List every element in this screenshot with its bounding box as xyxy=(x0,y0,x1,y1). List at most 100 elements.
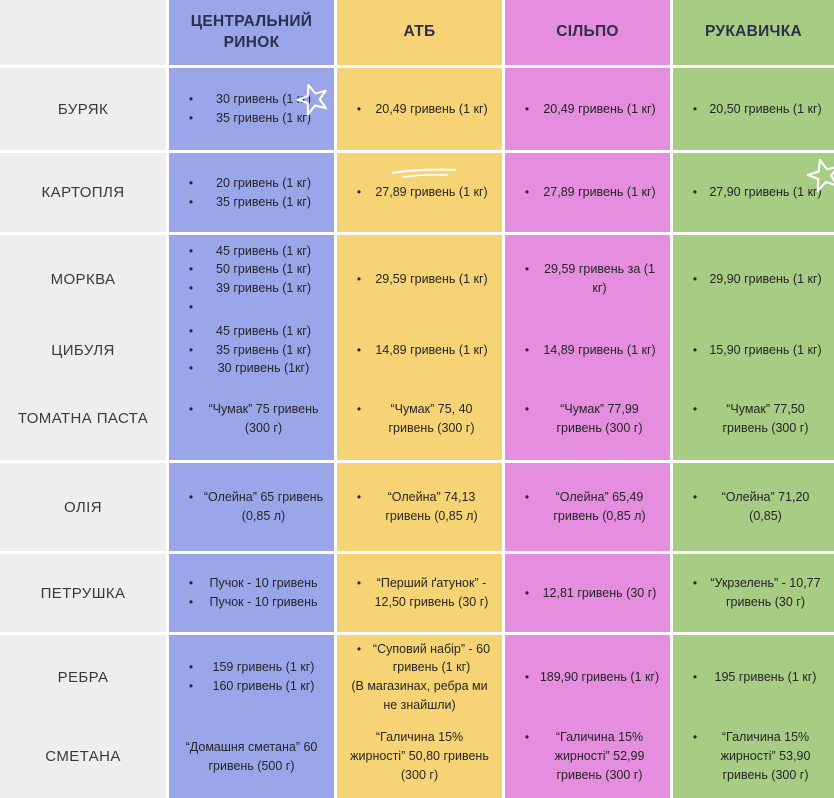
bullet-icon xyxy=(179,242,203,261)
price-item: 35 гривень (1 кг) xyxy=(179,109,324,128)
bullet-icon xyxy=(179,193,203,212)
price-item: Пучок - 10 гривень xyxy=(179,574,324,593)
bullet-icon xyxy=(179,341,203,360)
price-item: 35 гривень (1 кг) xyxy=(179,193,324,212)
row-labels-morkva-tsybulia-pasta: МОРКВА ЦИБУЛЯ ТОМАТНА ПАСТА xyxy=(0,235,166,460)
price-cell-merged-rukavychka: 29,90 гривень (1 кг) 15,90 гривень (1 кг… xyxy=(673,235,834,460)
price-cell-petrushka-silpo: 12,81 гривень (30 г) xyxy=(505,554,670,632)
price-item: 14,89 гривень (1 кг) xyxy=(347,341,492,360)
price-group-tsybulia: 15,90 гривень (1 кг) xyxy=(673,319,834,381)
price-group-morkva: 29,59 гривень за (1 кг) xyxy=(505,239,670,319)
row-label-morkva: МОРКВА xyxy=(50,270,116,288)
bullet-icon xyxy=(179,488,203,507)
bullet-icon xyxy=(683,668,707,687)
price-item: “Суповий набір” - 60 гривень (1 кг) xyxy=(347,640,492,678)
bullet-icon xyxy=(179,359,203,378)
row-label-smetana: СМЕТАНА xyxy=(45,748,121,765)
row-label-buryak: БУРЯК xyxy=(0,68,166,150)
bullet-icon xyxy=(683,270,707,289)
store-header-silpo: СІЛЬПО xyxy=(505,0,670,65)
bullet-icon xyxy=(683,728,707,747)
bullet-icon xyxy=(347,400,371,419)
price-item: 35 гривень (1 кг) xyxy=(179,341,324,360)
price-cell-oliia-atb: “Олейна” 74,13 гривень (0,85 л) xyxy=(337,463,502,551)
price-group-rebra: 189,90 гривень (1 кг) xyxy=(505,637,670,717)
bullet-icon xyxy=(347,341,371,360)
price-group-smetana: “Домашня сметана” 60 гривень (500 г) xyxy=(169,717,334,796)
bullet-icon xyxy=(179,90,203,109)
price-group-smetana: “Галичина 15% жирності” 52,99 гривень (3… xyxy=(505,717,670,796)
price-group-smetana: “Галичина 15% жирності” 53,90 гривень (3… xyxy=(673,717,834,796)
price-item: 27,89 гривень (1 кг) xyxy=(347,183,492,202)
price-item: 20 гривень (1 кг) xyxy=(179,174,324,193)
price-item: 20,49 гривень (1 кг) xyxy=(347,100,492,119)
price-item: “Олейна” 71,20 (0,85) xyxy=(683,488,824,526)
price-item: 159 гривень (1 кг) xyxy=(179,658,324,677)
price-item: “Олейна” 65,49 гривень (0,85 л) xyxy=(515,488,660,526)
corner-cell xyxy=(0,0,166,65)
price-cell-petrushka-atb: “Перший ґатунок” - 12,50 гривень (30 г) xyxy=(337,554,502,632)
price-group-rebra: 159 гривень (1 кг) 160 гривень (1 кг) xyxy=(169,637,334,717)
price-item: 29,90 гривень (1 кг) xyxy=(683,270,824,289)
bullet-icon xyxy=(683,574,707,593)
price-item: 12,81 гривень (30 г) xyxy=(515,584,660,603)
price-item: “Олейна” 65 гривень (0,85 л) xyxy=(179,488,324,526)
price-cell-merged-atb: 29,59 гривень (1 кг) 14,89 гривень (1 кг… xyxy=(337,235,502,460)
price-group-morkva: 29,90 гривень (1 кг) xyxy=(673,239,834,319)
bullet-icon xyxy=(683,183,707,202)
bullet-icon xyxy=(179,109,203,128)
bullet-icon xyxy=(683,488,707,507)
bullet-icon xyxy=(683,400,707,419)
price-item: 39 гривень (1 кг) xyxy=(179,279,324,298)
price-cell-oliia-rukavychka: “Олейна” 71,20 (0,85) xyxy=(673,463,834,551)
price-item-note: (В магазинах, ребра ми не знайшли) xyxy=(351,679,488,712)
bullet-icon xyxy=(179,574,203,593)
price-item: 14,89 гривень (1 кг) xyxy=(515,341,660,360)
price-group-smetana: “Галичина 15% жирності” 50,80 гривень (3… xyxy=(337,717,502,796)
price-item: 15,90 гривень (1 кг) xyxy=(683,341,824,360)
price-cell-kartoplia-rukavychka: 27,90 гривень (1 кг) xyxy=(673,153,834,232)
price-cell-buryak-atb: 20,49 гривень (1 кг) xyxy=(337,68,502,150)
price-cell-buryak-silpo: 20,49 гривень (1 кг) xyxy=(505,68,670,150)
bullet-icon xyxy=(515,668,539,687)
price-item: 50 гривень (1 кг) xyxy=(179,260,324,279)
bullet-icon xyxy=(683,341,707,360)
price-item-empty xyxy=(179,298,324,317)
bullet-icon xyxy=(515,260,539,279)
price-cell-kartoplia-market: 20 гривень (1 кг) 35 гривень (1 кг) xyxy=(169,153,334,232)
price-item: Пучок - 10 гривень xyxy=(179,593,324,612)
price-group-morkva: 45 гривень (1 кг) 50 гривень (1 кг) 39 г… xyxy=(169,239,334,319)
bullet-icon xyxy=(347,270,371,289)
row-label-kartoplia: КАРТОПЛЯ xyxy=(0,153,166,232)
price-item: “Галичина 15% жирності” 50,80 гривень (3… xyxy=(350,730,489,782)
price-item: “Чумак” 75, 40 гривень (300 г) xyxy=(347,400,492,438)
price-cell-buryak-rukavychka: 20,50 гривень (1 кг) xyxy=(673,68,834,150)
bullet-icon xyxy=(179,322,203,341)
bullet-icon xyxy=(515,183,539,202)
price-item: “Чумак” 75 гривень (300 г) xyxy=(179,400,324,438)
price-item: 29,59 гривень (1 кг) xyxy=(347,270,492,289)
price-item: 29,59 гривень за (1 кг) xyxy=(515,260,660,298)
price-item: “Галичина 15% жирності” 52,99 гривень (3… xyxy=(515,728,660,784)
bullet-icon xyxy=(179,260,203,279)
price-item: “Галичина 15% жирності” 53,90 гривень (3… xyxy=(683,728,824,784)
price-group-rebra: 195 гривень (1 кг) xyxy=(673,637,834,717)
price-item: “Перший ґатунок” - 12,50 гривень (30 г) xyxy=(347,574,492,612)
price-group-pasta: “Чумак” 77,99 гривень (300 г) xyxy=(505,381,670,456)
bullet-icon xyxy=(179,298,203,317)
bullet-icon xyxy=(179,593,203,612)
price-cell-rebra-smetana-market: 159 гривень (1 кг) 160 гривень (1 кг) “Д… xyxy=(169,635,334,798)
row-labels-rebra-smetana: РЕБРА СМЕТАНА xyxy=(0,635,166,798)
row-label-tomatna-pasta: ТОМАТНА ПАСТА xyxy=(17,410,149,427)
price-item: 45 гривень (1 кг) xyxy=(179,322,324,341)
store-header-tsentralnyi-rynok: ЦЕНТРАЛЬНИЙ РИНОК xyxy=(169,0,334,65)
bullet-icon xyxy=(515,488,539,507)
price-group-tsybulia: 14,89 гривень (1 кг) xyxy=(337,319,502,381)
price-cell-merged-silpo: 29,59 гривень за (1 кг) 14,89 гривень (1… xyxy=(505,235,670,460)
price-item: 195 гривень (1 кг) xyxy=(683,668,824,687)
bullet-icon xyxy=(179,174,203,193)
price-item: 20,50 гривень (1 кг) xyxy=(683,100,824,119)
bullet-icon xyxy=(515,341,539,360)
price-item: 30 гривень (1кг) xyxy=(179,359,324,378)
price-item: “Чумак” 77,99 гривень (300 г) xyxy=(515,400,660,438)
